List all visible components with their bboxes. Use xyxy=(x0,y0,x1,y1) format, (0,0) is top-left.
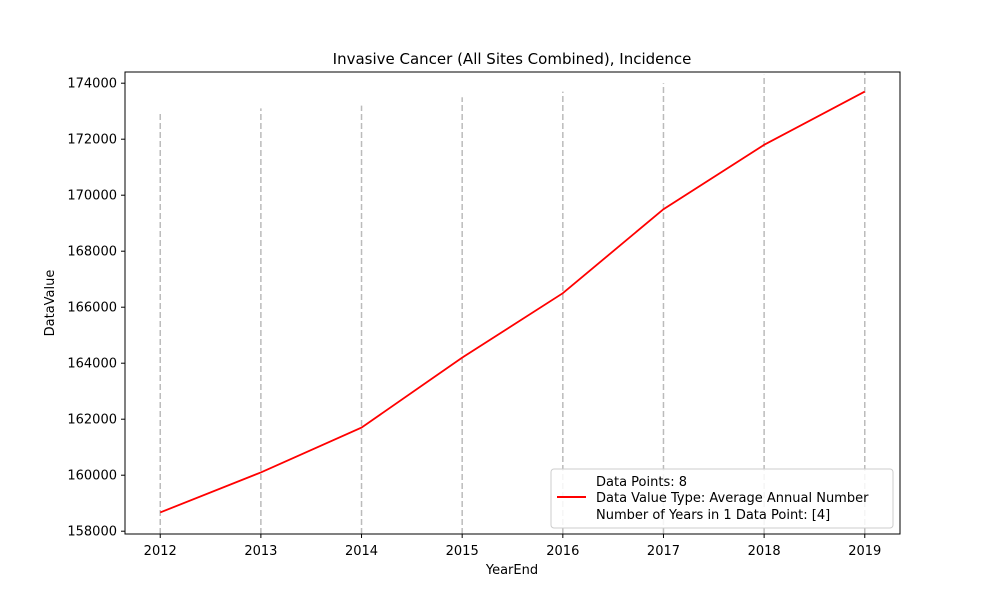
y-tick-label: 168000 xyxy=(67,245,117,260)
legend-entry-data-points: Data Points: 8 xyxy=(596,475,687,490)
y-tick-label: 166000 xyxy=(67,301,117,316)
y-tick-label: 158000 xyxy=(67,525,117,540)
x-tick-label: 2018 xyxy=(748,544,781,559)
x-axis-label: YearEnd xyxy=(485,563,538,578)
series-line-0 xyxy=(159,90,866,514)
legend: Data Points: 8 Data Value Type: Average … xyxy=(550,468,894,529)
y-axis-ticks: 158000 160000 162000 164000 166000 168000 1700… xyxy=(67,77,125,540)
y-tick-label: 160000 xyxy=(67,469,117,484)
x-axis-ticks: 2012 2013 2014 2015 2016 2017 2018 2019 xyxy=(144,534,881,559)
series-layer xyxy=(159,90,866,514)
x-tick-label: 2019 xyxy=(848,544,881,559)
y-axis-label: DataValue xyxy=(43,270,58,337)
y-tick-label: 164000 xyxy=(67,357,117,372)
dashed-lines xyxy=(159,72,866,534)
y-tick-label: 170000 xyxy=(67,189,117,204)
y-tick-label: 174000 xyxy=(67,77,117,92)
plot-frame xyxy=(124,71,901,535)
x-tick-label: 2016 xyxy=(546,544,579,559)
x-tick-label: 2013 xyxy=(244,544,277,559)
y-tick-label: 172000 xyxy=(67,133,117,148)
x-tick-label: 2014 xyxy=(345,544,378,559)
x-tick-label: 2017 xyxy=(647,544,680,559)
legend-entry-value-type: Data Value Type: Average Annual Number xyxy=(596,491,869,506)
legend-box xyxy=(550,468,894,529)
x-tick-label: 2012 xyxy=(144,544,177,559)
y-tick-label: 162000 xyxy=(67,413,117,428)
x-tick-label: 2015 xyxy=(446,544,479,559)
chart-title: Invasive Cancer (All Sites Combined), In… xyxy=(333,50,692,68)
legend-entry-years: Number of Years in 1 Data Point: [4] xyxy=(596,508,830,523)
